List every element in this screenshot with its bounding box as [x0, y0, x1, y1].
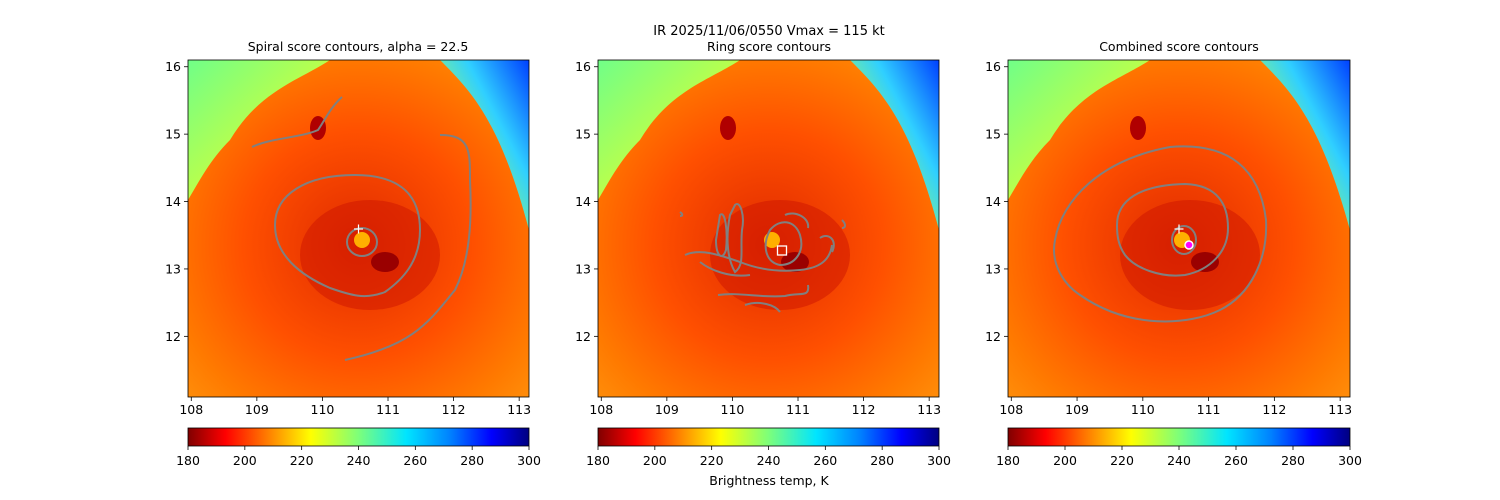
panel-combined: Combined score contours 108 109 110 111 112 1… — [985, 39, 1362, 468]
y-tick-label: 14 — [575, 194, 591, 209]
x-tick-label: 112 — [1262, 402, 1286, 417]
y-tick-label: 12 — [985, 329, 1001, 344]
x-tick-label: 109 — [1065, 402, 1089, 417]
y-tick-label: 12 — [575, 329, 591, 344]
y-tick-label: 16 — [985, 59, 1001, 74]
colorbar-tick-label: 300 — [927, 453, 951, 468]
x-axis: 108 109 110 111 112 113 — [999, 397, 1352, 417]
x-tick-label: 113 — [917, 402, 941, 417]
colorbar-tick-label: 280 — [460, 453, 484, 468]
colorbar-tick-label: 240 — [1167, 453, 1191, 468]
colorbar-tick-label: 180 — [176, 453, 200, 468]
center-marker — [354, 224, 363, 234]
colorbar-label: Brightness temp, K — [709, 473, 829, 488]
colorbar: 180 200 220 240 260 280 300 — [176, 427, 541, 468]
x-tick-label: 112 — [852, 402, 876, 417]
axes-frame — [597, 59, 940, 398]
colorbar-tick-label: 200 — [1053, 453, 1077, 468]
colorbar-tick-label: 280 — [1281, 453, 1305, 468]
colorbar-tick-label: 300 — [517, 453, 541, 468]
y-tick-label: 13 — [575, 261, 591, 276]
colorbar-tick-label: 240 — [347, 453, 371, 468]
x-tick-label: 109 — [245, 402, 269, 417]
panel-title: Ring score contours — [707, 39, 831, 54]
y-tick-label: 15 — [575, 127, 591, 142]
y-tick-label: 14 — [165, 194, 181, 209]
colorbar-tick-label: 260 — [813, 453, 837, 468]
colorbar-tick-label: 280 — [870, 453, 894, 468]
colorbar-tick-label: 180 — [586, 453, 610, 468]
colorbar-tick-label: 300 — [1338, 453, 1362, 468]
x-tick-label: 109 — [655, 402, 679, 417]
center-marker — [776, 245, 788, 256]
y-tick-label: 14 — [985, 194, 1001, 209]
contour-lines — [679, 203, 846, 313]
y-tick-label: 16 — [575, 59, 591, 74]
y-tick-label: 12 — [165, 329, 181, 344]
axes-frame — [187, 59, 530, 398]
heatmap-image — [598, 60, 939, 397]
x-tick-label: 111 — [786, 402, 810, 417]
y-tick-label: 13 — [985, 261, 1001, 276]
colorbar-tick-label: 260 — [1224, 453, 1248, 468]
colorbar-tick-label: 240 — [757, 453, 781, 468]
colorbar-tick-label: 260 — [403, 453, 427, 468]
colorbar: 180 200 220 240 260 280 300 — [996, 427, 1362, 468]
x-tick-label: 110 — [721, 402, 745, 417]
contour-lines — [1053, 145, 1268, 323]
x-tick-label: 108 — [589, 402, 613, 417]
colorbar-tick-label: 220 — [1110, 453, 1134, 468]
x-tick-label: 110 — [311, 402, 335, 417]
x-axis: 108 109 110 111 112 113 — [179, 397, 531, 417]
axes-frame — [1007, 59, 1351, 398]
panel-title: Spiral score contours, alpha = 22.5 — [248, 39, 469, 54]
contour-lines — [251, 96, 472, 361]
colorbar-tick-label: 200 — [643, 453, 667, 468]
x-tick-label: 108 — [179, 402, 203, 417]
y-tick-label: 13 — [165, 261, 181, 276]
x-tick-label: 111 — [376, 402, 400, 417]
panel-title: Combined score contours — [1099, 39, 1259, 54]
x-tick-label: 111 — [1197, 402, 1221, 417]
colorbar-tick-label: 180 — [996, 453, 1020, 468]
x-tick-label: 110 — [1131, 402, 1155, 417]
figure-suptitle: IR 2025/11/06/0550 Vmax = 115 kt — [653, 24, 884, 39]
colorbar-tick-label: 220 — [700, 453, 724, 468]
y-axis: 12 13 14 15 16 — [985, 59, 1008, 344]
combined-center-marker — [1184, 240, 1194, 250]
y-tick-label: 15 — [165, 127, 181, 142]
panel-ring: Ring score contours 108 109 11 — [575, 39, 951, 488]
colorbar-tick-label: 200 — [233, 453, 257, 468]
y-tick-label: 15 — [985, 127, 1001, 142]
x-tick-label: 113 — [1328, 402, 1352, 417]
x-tick-label: 112 — [442, 402, 466, 417]
x-tick-label: 113 — [507, 402, 531, 417]
y-axis: 12 13 14 15 16 — [575, 59, 598, 344]
y-axis: 12 13 14 15 16 — [165, 59, 188, 344]
y-tick-label: 16 — [165, 59, 181, 74]
colorbar-tick-label: 220 — [290, 453, 314, 468]
center-marker — [1174, 224, 1184, 234]
panel-spiral: Spiral score contours, alpha = 22.5 108 1… — [165, 39, 541, 468]
heatmap-image — [188, 60, 529, 397]
colorbar: 180 200 220 240 260 280 300 — [586, 427, 951, 468]
x-axis: 108 109 110 111 112 113 — [589, 397, 941, 417]
x-tick-label: 108 — [999, 402, 1023, 417]
